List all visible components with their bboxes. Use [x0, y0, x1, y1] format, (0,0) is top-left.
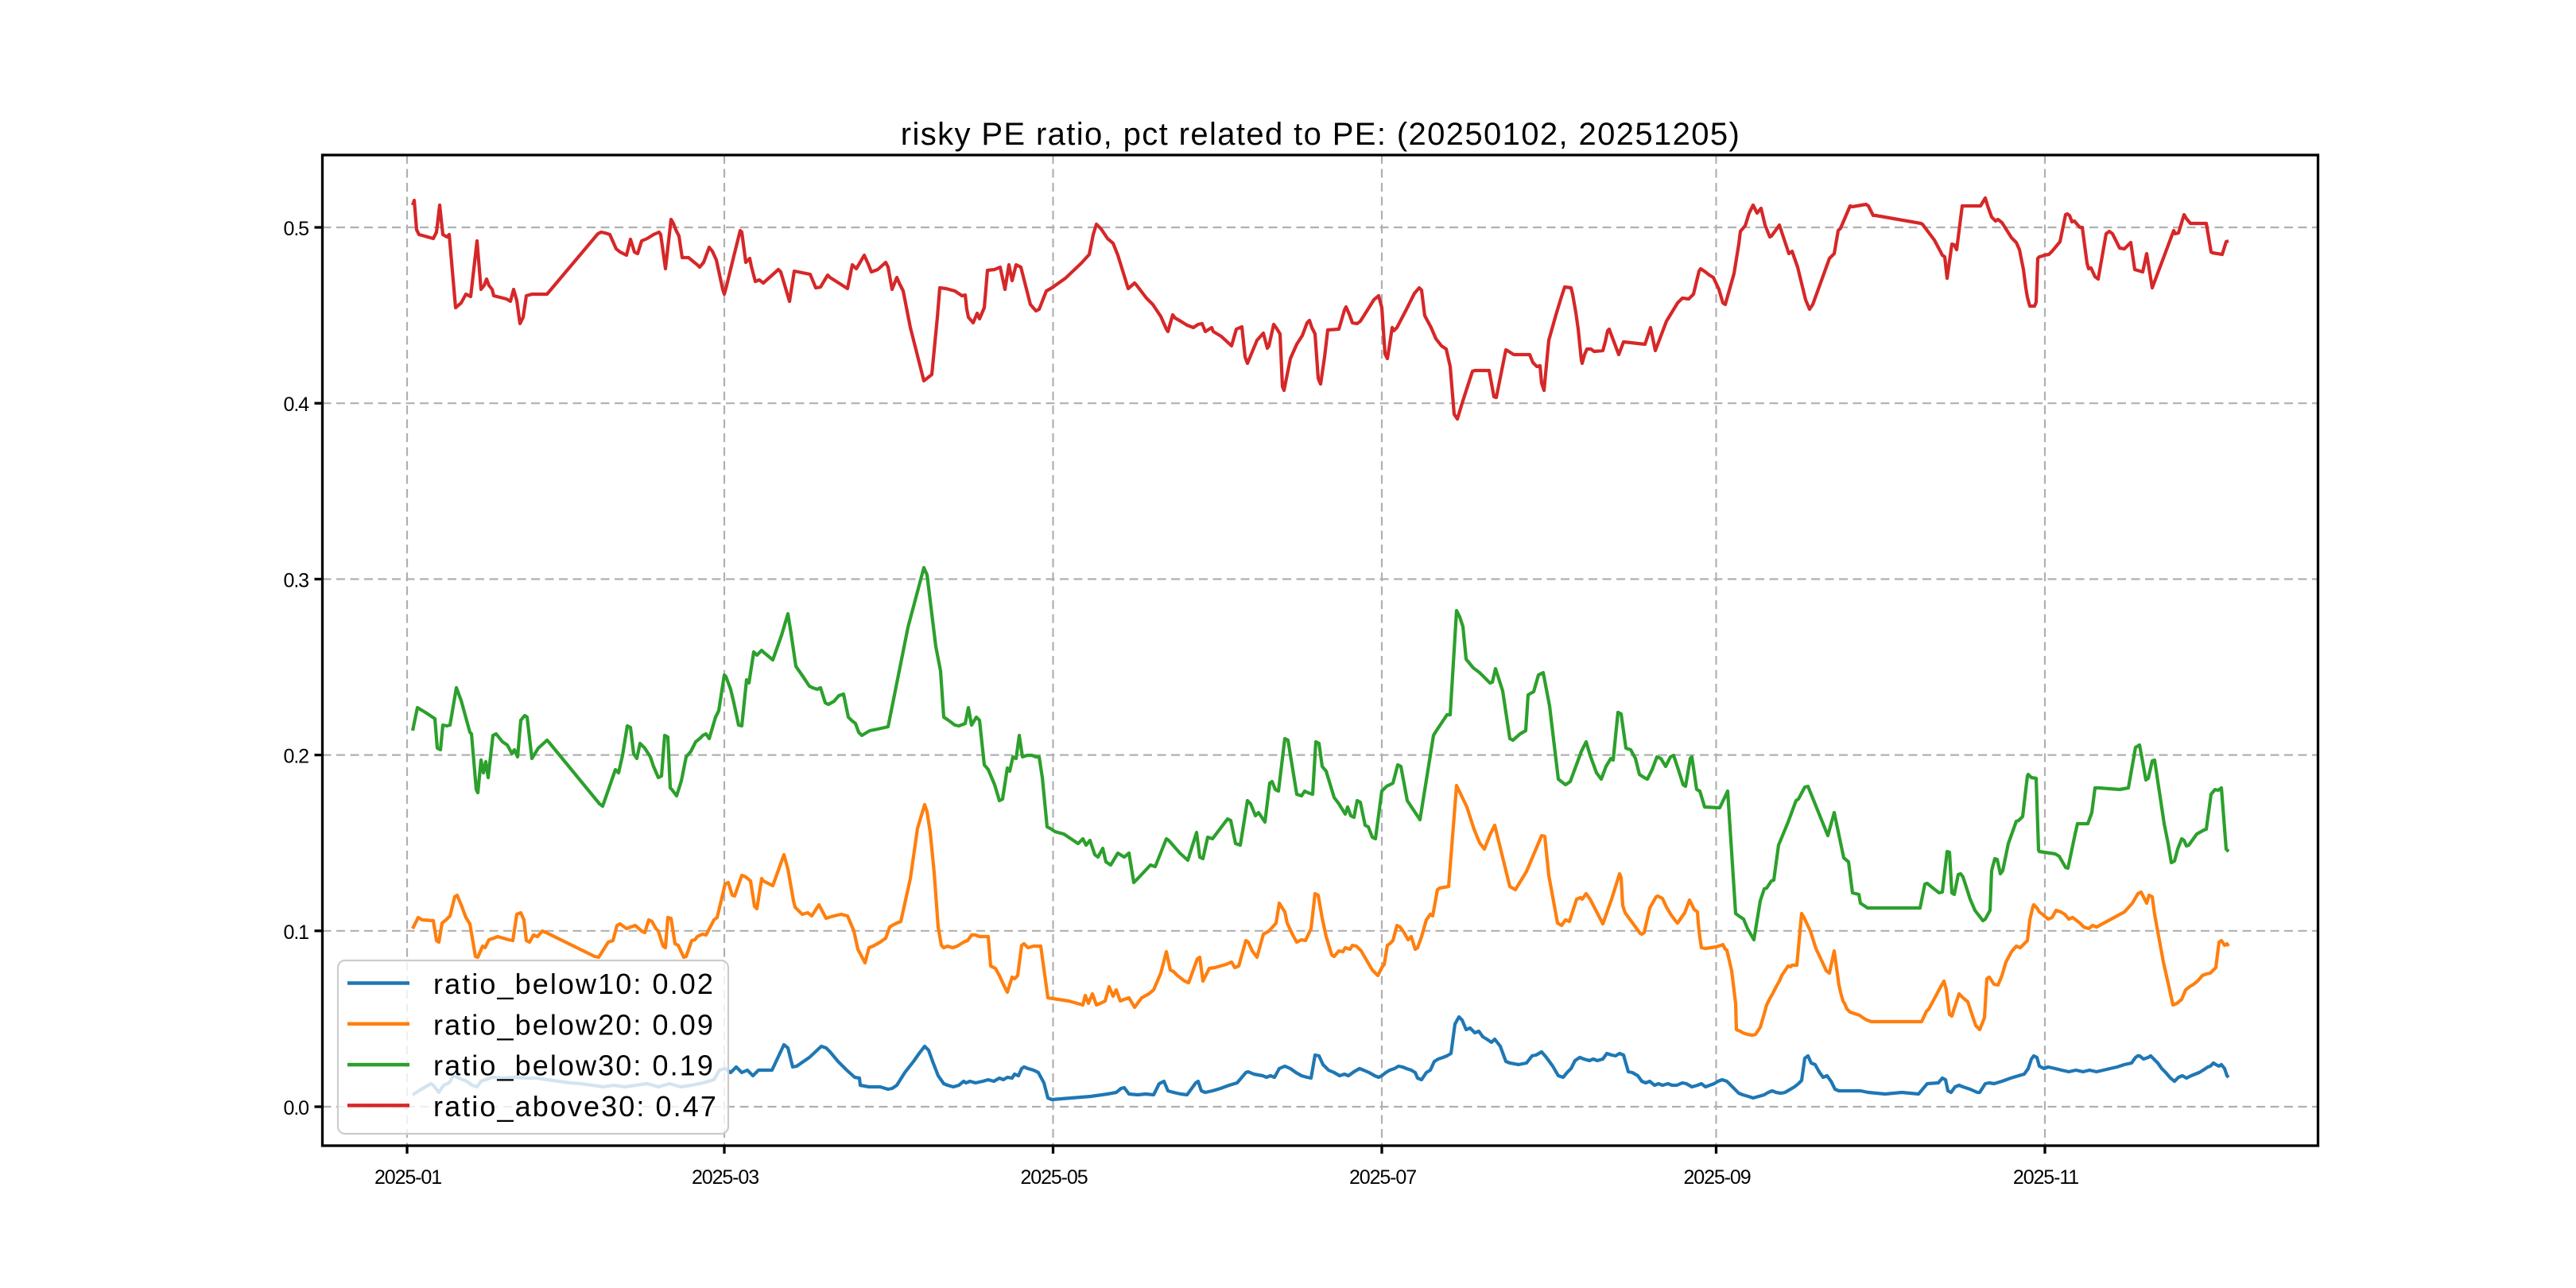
svg-text:ratio_above30: 0.47: ratio_above30: 0.47 — [433, 1090, 718, 1123]
svg-text:risky PE ratio, pct related to: risky PE ratio, pct related to PE: (2025… — [901, 117, 1741, 152]
svg-text:0.3: 0.3 — [284, 569, 309, 592]
svg-text:2025-01: 2025-01 — [374, 1166, 441, 1189]
svg-text:ratio_below20: 0.09: ratio_below20: 0.09 — [433, 1008, 715, 1041]
svg-text:2025-05: 2025-05 — [1020, 1166, 1087, 1189]
svg-text:ratio_below30: 0.19: ratio_below30: 0.19 — [433, 1049, 715, 1082]
svg-text:2025-03: 2025-03 — [692, 1166, 758, 1189]
svg-text:2025-11: 2025-11 — [2013, 1166, 2078, 1189]
svg-text:0.4: 0.4 — [284, 394, 310, 416]
svg-text:0.1: 0.1 — [284, 921, 309, 944]
svg-text:2025-09: 2025-09 — [1683, 1166, 1750, 1189]
svg-text:0.5: 0.5 — [284, 218, 309, 240]
svg-text:ratio_below10: 0.02: ratio_below10: 0.02 — [433, 968, 715, 1000]
svg-text:2025-07: 2025-07 — [1349, 1166, 1416, 1189]
svg-text:0.2: 0.2 — [284, 746, 309, 768]
svg-text:0.0: 0.0 — [284, 1097, 309, 1119]
